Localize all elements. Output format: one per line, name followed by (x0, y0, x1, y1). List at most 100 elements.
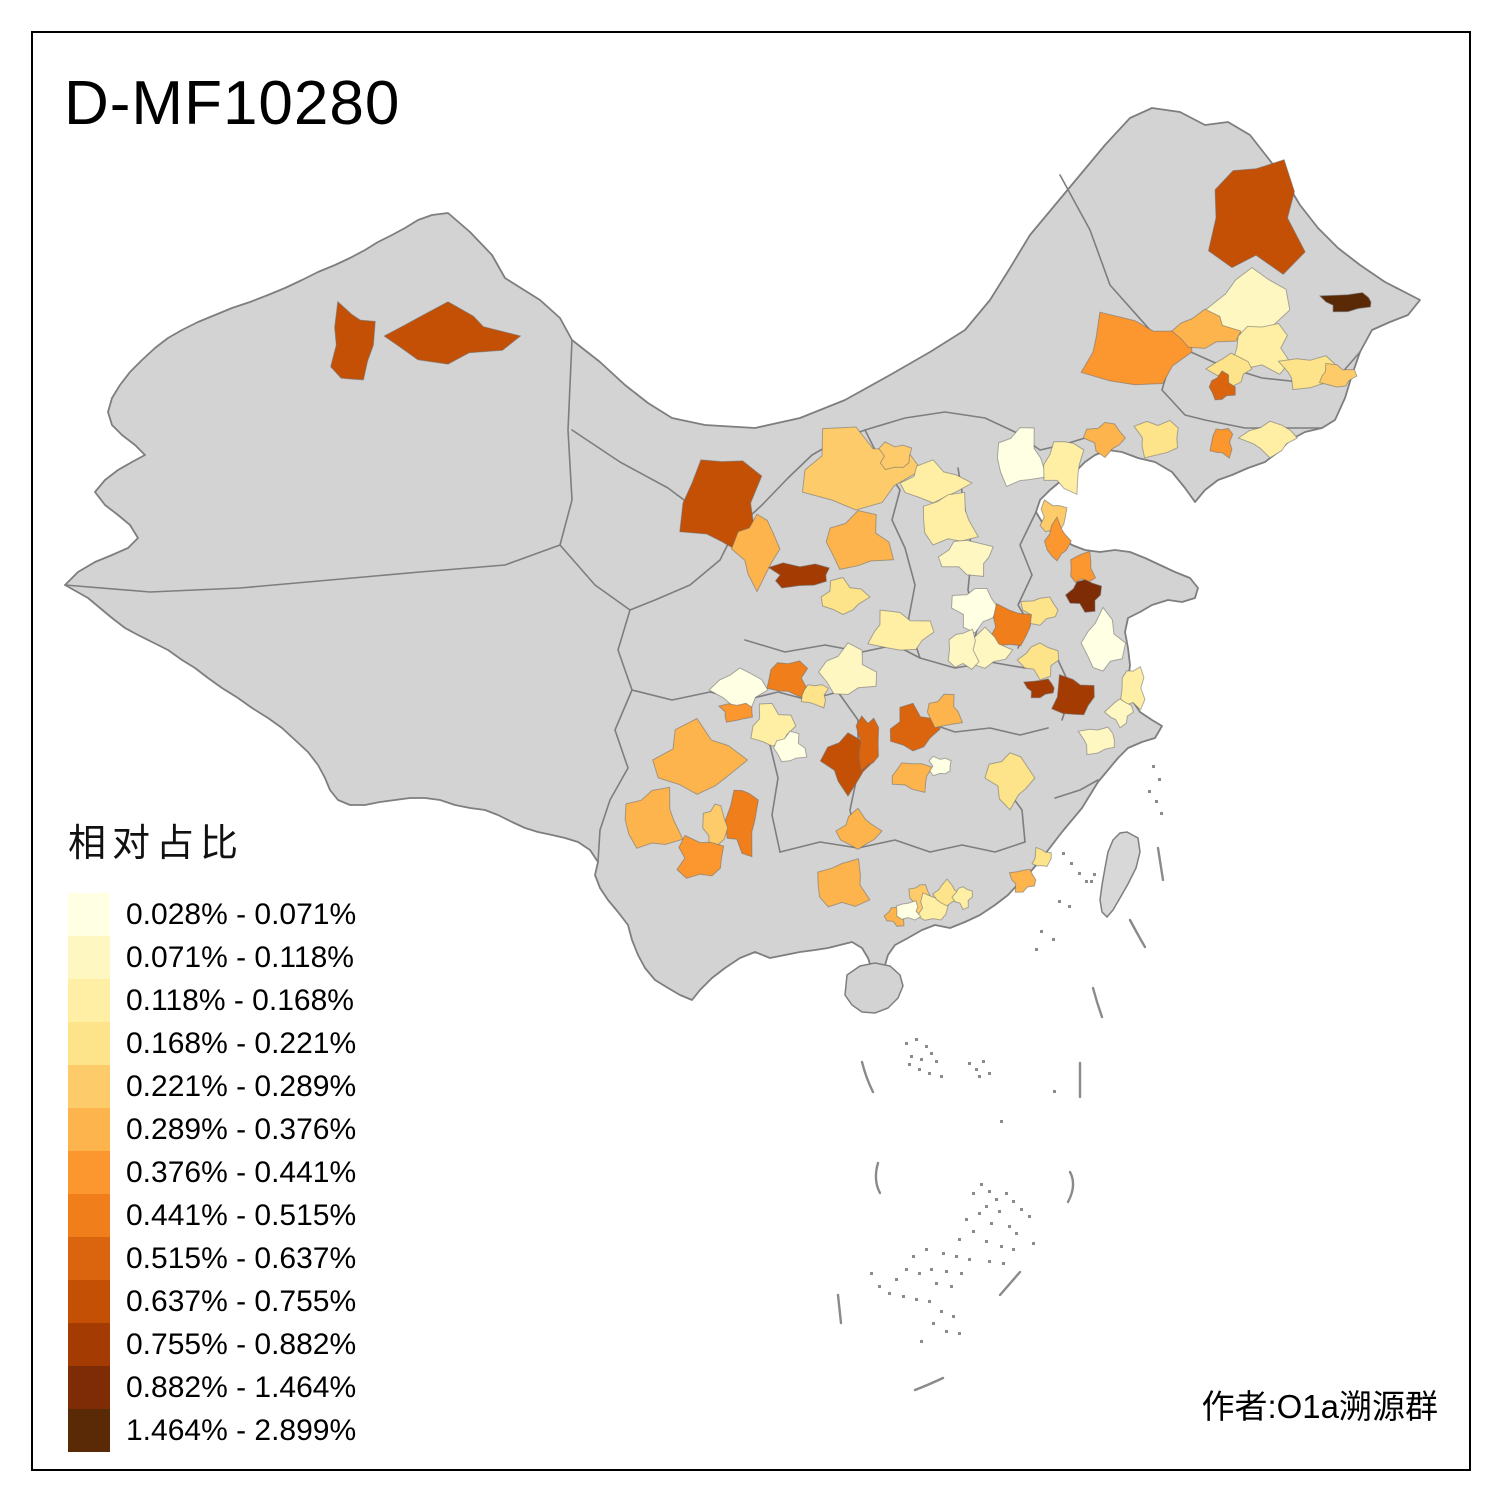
prefecture-region (889, 702, 941, 752)
legend-swatch (68, 1237, 110, 1280)
island-dot (1000, 1245, 1003, 1248)
legend-swatch (68, 979, 110, 1022)
island-dot (940, 1075, 943, 1078)
nine-dash-segment (860, 1060, 875, 1094)
legend-swatch (68, 1065, 110, 1108)
hainan-island (844, 962, 904, 1014)
legend-range-label: 0.289% - 0.376% (126, 1113, 357, 1146)
province-border (1054, 779, 1099, 799)
island-dot (928, 1072, 931, 1075)
legend-range-label: 0.168% - 0.221% (126, 1027, 357, 1060)
island-dot (1035, 948, 1038, 951)
prefecture-region (1043, 441, 1085, 496)
island-dot (1155, 800, 1158, 803)
island-dot (905, 1268, 908, 1271)
island-dot (915, 1298, 918, 1301)
island-dot (935, 1060, 938, 1063)
prefecture-region (1082, 421, 1127, 459)
island-dot (988, 1072, 991, 1075)
prefecture-region (835, 807, 883, 850)
legend-range-label: 0.376% - 0.441% (126, 1156, 357, 1189)
legend-row: 0.637% - 0.755% (68, 1280, 356, 1323)
island-dot (942, 1252, 945, 1255)
prefecture-region (937, 539, 994, 577)
province-border (734, 411, 1086, 531)
prefecture-region (950, 588, 999, 634)
island-dot (995, 1198, 998, 1201)
prefecture-region (1051, 674, 1095, 716)
island-dot (975, 1068, 978, 1071)
prefecture-region (766, 660, 809, 699)
prefecture-region (1209, 427, 1234, 459)
island-dot (1052, 938, 1055, 941)
prefecture-region (1031, 846, 1052, 868)
legend-swatch (68, 1366, 110, 1409)
legend-swatch (68, 1280, 110, 1323)
legend-row: 0.755% - 0.882% (68, 1323, 356, 1366)
island-dot (920, 1340, 923, 1343)
island-dot (988, 1190, 991, 1193)
island-dot (932, 1322, 935, 1325)
island-dot (945, 1270, 948, 1273)
island-dot (978, 1212, 981, 1215)
island-dot (925, 1248, 928, 1251)
prefecture-region (1133, 419, 1179, 459)
island-dot (985, 1205, 988, 1208)
island-dot (940, 1310, 943, 1313)
nine-dash-segment (874, 1161, 882, 1195)
island-dot (972, 1230, 975, 1233)
prefecture-region (926, 693, 964, 729)
island-dot (905, 1042, 908, 1045)
island-dot (978, 1075, 981, 1078)
prefecture-region (1318, 292, 1372, 313)
island-dot (910, 1055, 913, 1058)
island-dot (958, 1238, 961, 1241)
prefecture-region (676, 834, 725, 879)
island-dot (1002, 1262, 1005, 1265)
province-border (769, 744, 781, 853)
prefecture-region (891, 762, 934, 794)
island-dot (958, 1332, 961, 1335)
legend-swatch (68, 1323, 110, 1366)
prefecture-region (383, 301, 522, 365)
prefecture-region (951, 886, 973, 911)
island-dot (1062, 852, 1065, 855)
prefecture-region (1080, 606, 1127, 672)
nine-dash-segment (1156, 846, 1165, 882)
legend-row: 1.464% - 2.899% (68, 1409, 356, 1452)
island-dot (1068, 905, 1071, 908)
legend-swatch (68, 1409, 110, 1452)
island-dot (980, 1183, 983, 1186)
legend-range-label: 0.071% - 0.118% (126, 941, 354, 974)
prefecture-region (1016, 642, 1060, 681)
attribution-text: 作者:O1a溯源群 (1201, 1388, 1438, 1425)
prefecture-region (767, 562, 831, 589)
island-dot (1085, 880, 1088, 883)
legend-swatch (68, 1108, 110, 1151)
legend-range-label: 0.441% - 0.515% (126, 1199, 357, 1232)
prefecture-region (895, 900, 922, 921)
prefecture-region (800, 684, 830, 709)
island-dot (928, 1300, 931, 1303)
legend-swatch (68, 893, 110, 936)
island-dot (912, 1255, 915, 1258)
island-dot (968, 1258, 971, 1261)
prefecture-region (1008, 868, 1037, 893)
legend-row: 0.071% - 0.118% (68, 936, 356, 979)
island-dot (935, 1282, 938, 1285)
prefecture-region (330, 300, 376, 381)
island-dot (1008, 1225, 1011, 1228)
legend-row: 0.441% - 0.515% (68, 1194, 356, 1237)
island-dot (870, 1272, 873, 1275)
taiwan-island (1099, 831, 1141, 919)
prefecture-region (1171, 308, 1242, 349)
island-dot (1090, 880, 1093, 883)
island-dot (902, 1295, 905, 1298)
prefecture-region (1103, 698, 1134, 729)
legend-range-label: 0.515% - 0.637% (126, 1242, 357, 1275)
island-dot (1040, 930, 1043, 933)
prefecture-region (1064, 579, 1103, 613)
prefecture-region (855, 715, 880, 773)
prefecture-region (1208, 370, 1236, 401)
legend-swatch (68, 936, 110, 979)
